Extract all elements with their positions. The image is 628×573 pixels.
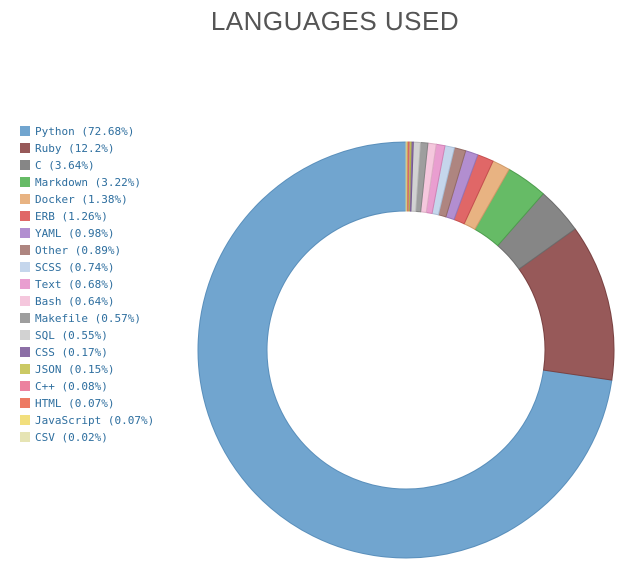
slice-python [197, 141, 613, 559]
legend-label: YAML (0.98%) [35, 227, 114, 240]
legend-label: Docker (1.38%) [35, 193, 128, 206]
legend-label: Makefile (0.57%) [35, 312, 141, 325]
legend-swatch [20, 262, 30, 272]
legend-item-csv: CSV (0.02%) [20, 431, 108, 444]
legend-swatch [20, 347, 30, 357]
legend-label: C (3.64%) [35, 159, 95, 172]
legend-swatch [20, 211, 30, 221]
legend-label: C++ (0.08%) [35, 380, 108, 393]
legend-item-makefile: Makefile (0.57%) [20, 312, 141, 325]
legend-swatch [20, 398, 30, 408]
legend-label: CSV (0.02%) [35, 431, 108, 444]
legend-swatch [20, 143, 30, 153]
legend-swatch [20, 126, 30, 136]
legend-label: JSON (0.15%) [35, 363, 114, 376]
legend-swatch [20, 279, 30, 289]
legend-item-ruby: Ruby (12.2%) [20, 142, 114, 155]
donut [197, 141, 615, 559]
legend-swatch [20, 296, 30, 306]
legend-swatch [20, 160, 30, 170]
legend-swatch [20, 194, 30, 204]
chart-title: LANGUAGES USED [211, 6, 459, 36]
legend-item-scss: SCSS (0.74%) [20, 261, 114, 274]
legend-swatch [20, 415, 30, 425]
legend-swatch [20, 177, 30, 187]
legend-swatch [20, 313, 30, 323]
legend-item-markdown: Markdown (3.22%) [20, 176, 141, 189]
legend-item-javascript: JavaScript (0.07%) [20, 414, 154, 427]
legend-item-yaml: YAML (0.98%) [20, 227, 114, 240]
legend-label: SQL (0.55%) [35, 329, 108, 342]
legend-item-docker: Docker (1.38%) [20, 193, 128, 206]
legend-swatch [20, 364, 30, 374]
legend-label: Ruby (12.2%) [35, 142, 114, 155]
legend-item-json: JSON (0.15%) [20, 363, 114, 376]
legend-item-c: C (3.64%) [20, 159, 95, 172]
legend-swatch [20, 432, 30, 442]
legend-label: Python (72.68%) [35, 125, 134, 138]
legend: Python (72.68%) Ruby (12.2%) C (3.64%) Mark… [20, 125, 154, 444]
legend-label: SCSS (0.74%) [35, 261, 114, 274]
legend-item-html: HTML (0.07%) [20, 397, 114, 410]
legend-item-python: Python (72.68%) [20, 125, 134, 138]
legend-swatch [20, 381, 30, 391]
legend-label: Text (0.68%) [35, 278, 114, 291]
legend-item-c-: C++ (0.08%) [20, 380, 108, 393]
legend-item-erb: ERB (1.26%) [20, 210, 108, 223]
legend-label: HTML (0.07%) [35, 397, 114, 410]
legend-label: Other (0.89%) [35, 244, 121, 257]
legend-swatch [20, 245, 30, 255]
legend-item-sql: SQL (0.55%) [20, 329, 108, 342]
legend-label: JavaScript (0.07%) [35, 414, 154, 427]
legend-label: ERB (1.26%) [35, 210, 108, 223]
legend-item-css: CSS (0.17%) [20, 346, 108, 359]
legend-item-text: Text (0.68%) [20, 278, 114, 291]
legend-swatch [20, 330, 30, 340]
legend-label: Bash (0.64%) [35, 295, 114, 308]
legend-item-bash: Bash (0.64%) [20, 295, 114, 308]
legend-item-other: Other (0.89%) [20, 244, 121, 257]
legend-label: CSS (0.17%) [35, 346, 108, 359]
legend-swatch [20, 228, 30, 238]
legend-label: Markdown (3.22%) [35, 176, 141, 189]
